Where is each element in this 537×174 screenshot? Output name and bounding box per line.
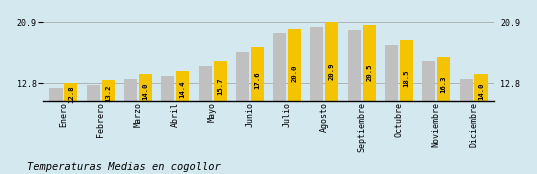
Bar	[251, 47, 264, 174]
Bar	[310, 27, 323, 174]
Text: Temperaturas Medias en cogollor: Temperaturas Medias en cogollor	[27, 162, 221, 172]
Bar	[124, 79, 137, 174]
Bar	[348, 30, 361, 174]
Text: 14.0: 14.0	[478, 82, 484, 100]
Bar	[288, 29, 301, 174]
Bar	[460, 79, 473, 174]
Bar	[325, 22, 338, 174]
Bar	[176, 71, 189, 174]
Text: 15.7: 15.7	[217, 77, 223, 95]
Bar	[199, 66, 212, 174]
Bar	[161, 76, 175, 174]
Bar	[400, 40, 413, 174]
Bar	[101, 80, 115, 174]
Bar	[437, 57, 450, 174]
Bar	[385, 45, 398, 174]
Text: 14.0: 14.0	[142, 82, 148, 100]
Text: 12.8: 12.8	[68, 86, 74, 103]
Text: 14.4: 14.4	[180, 81, 186, 98]
Text: 20.5: 20.5	[366, 63, 372, 81]
Text: 16.3: 16.3	[441, 76, 447, 93]
Text: 17.6: 17.6	[255, 72, 260, 89]
Bar	[139, 74, 152, 174]
Bar	[64, 84, 77, 174]
Text: 13.2: 13.2	[105, 84, 111, 102]
Text: 20.9: 20.9	[329, 62, 335, 80]
Bar	[362, 25, 376, 174]
Bar	[475, 74, 488, 174]
Bar	[422, 61, 436, 174]
Bar	[49, 88, 62, 174]
Bar	[236, 52, 249, 174]
Bar	[87, 85, 100, 174]
Text: 20.0: 20.0	[292, 65, 297, 82]
Bar	[214, 61, 227, 174]
Bar	[273, 33, 286, 174]
Text: 18.5: 18.5	[403, 69, 409, 87]
